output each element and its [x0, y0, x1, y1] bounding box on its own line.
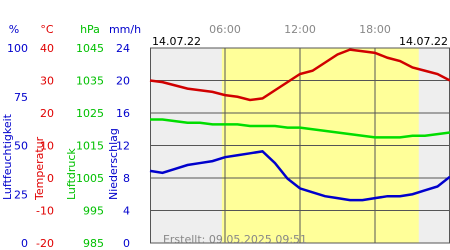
series-line — [149, 150, 450, 202]
y-tick-label: 0 — [21, 237, 28, 250]
axis-unit: mm/h — [109, 23, 141, 36]
axis-unit: °C — [40, 23, 54, 36]
date-label: 14.07.22 — [399, 35, 448, 48]
y-tick-label: 0 — [47, 172, 54, 185]
axis-unit: % — [9, 23, 19, 36]
y-tick-label: 1015 — [76, 140, 104, 153]
created-note: Erstellt: 09.05.2025 09:51 — [163, 233, 307, 246]
y-tick-label: 1005 — [76, 172, 104, 185]
y-tick-label: 995 — [83, 205, 104, 218]
y-tick-label: 8 — [123, 172, 130, 185]
series-line — [149, 48, 450, 102]
y-tick-label: 20 — [40, 107, 54, 120]
axis-unit: hPa — [80, 23, 100, 36]
axis-title: Luftfeuchtigkeit — [1, 113, 14, 200]
x-tick-label: 06:00 — [209, 23, 241, 36]
y-tick-label: 1025 — [76, 107, 104, 120]
y-tick-label: 4 — [123, 205, 130, 218]
x-tick-label: 12:00 — [284, 23, 316, 36]
y-tick-label: -20 — [36, 237, 54, 250]
x-tick-label: 18:00 — [359, 23, 391, 36]
y-tick-label: 75 — [14, 91, 28, 104]
axis-title: Niederschlag — [107, 128, 120, 200]
y-tick-label: 12 — [116, 140, 130, 153]
y-tick-label: -10 — [36, 205, 54, 218]
y-tick-label: 30 — [40, 75, 54, 88]
y-tick-label: 100 — [7, 42, 28, 55]
y-tick-label: 40 — [40, 42, 54, 55]
y-tick-label: 50 — [14, 140, 28, 153]
series-line — [150, 118, 450, 139]
y-tick-label: 0 — [123, 237, 130, 250]
y-tick-label: 10 — [40, 140, 54, 153]
y-tick-label: 24 — [116, 42, 130, 55]
date-label: 14.07.22 — [152, 35, 201, 48]
axis-title: Temperatur — [33, 136, 46, 201]
axis-title: Luftdruck — [65, 148, 78, 200]
y-tick-label: 985 — [83, 237, 104, 250]
y-tick-label: 20 — [116, 75, 130, 88]
y-tick-label: 1035 — [76, 75, 104, 88]
y-tick-label: 25 — [14, 188, 28, 201]
y-tick-label: 16 — [116, 107, 130, 120]
y-tick-label: 1045 — [76, 42, 104, 55]
